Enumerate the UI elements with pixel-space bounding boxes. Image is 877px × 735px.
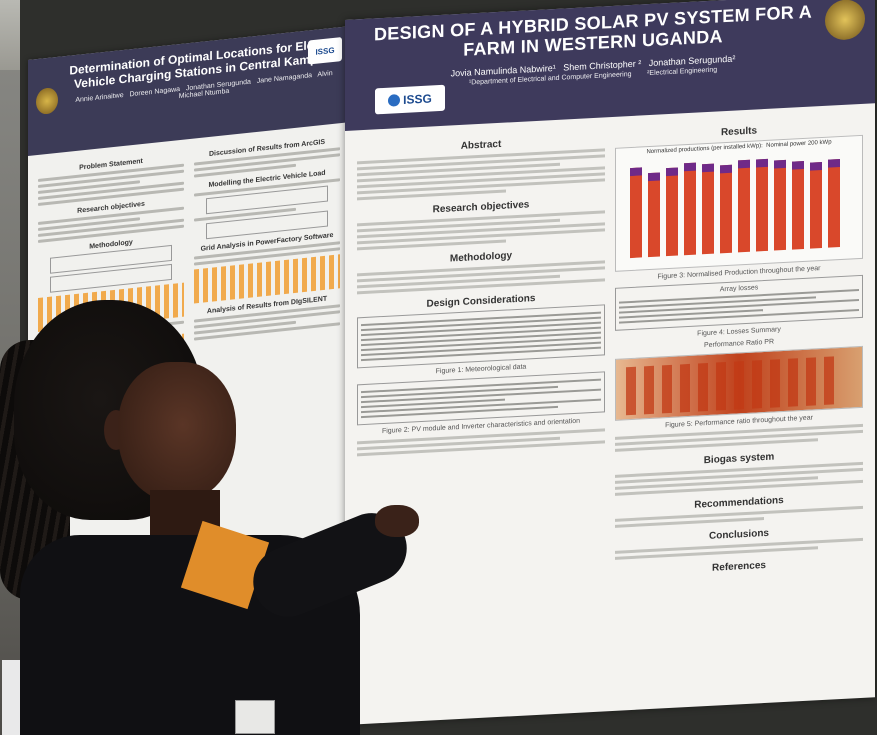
pr-bar bbox=[752, 360, 762, 409]
university-crest-icon bbox=[825, 0, 865, 41]
production-bar bbox=[810, 162, 822, 249]
references-heading: References bbox=[712, 559, 766, 574]
objectives-heading: Research objectives bbox=[432, 199, 530, 216]
production-bar bbox=[738, 159, 750, 253]
ssg-logo: ISSG bbox=[375, 84, 445, 115]
production-bar bbox=[720, 164, 732, 254]
production-bar bbox=[702, 163, 714, 255]
methodology-heading: Methodology bbox=[449, 250, 513, 265]
abstract-heading: Abstract bbox=[460, 138, 502, 152]
production-bar bbox=[828, 159, 840, 248]
conclusions-heading: Conclusions bbox=[708, 527, 769, 542]
array-losses-table: Array losses bbox=[615, 274, 863, 331]
production-bar bbox=[792, 160, 804, 250]
pr-bar bbox=[716, 362, 726, 411]
normalized-production-chart: Normalized productions (per installed kW… bbox=[615, 134, 863, 272]
pr-bar bbox=[680, 363, 690, 413]
main-poster: DESIGN OF A HYBRID SOLAR PV SYSTEM FOR A… bbox=[345, 0, 875, 725]
presenter-hand bbox=[375, 505, 419, 537]
production-bar bbox=[684, 162, 696, 256]
pr-bar bbox=[824, 356, 834, 405]
production-bar bbox=[648, 172, 660, 258]
presenter-face bbox=[118, 362, 236, 502]
pr-bar bbox=[788, 358, 798, 407]
pr-bar bbox=[806, 357, 816, 406]
production-bar bbox=[666, 167, 678, 257]
pr-bar bbox=[698, 362, 708, 412]
pr-bar bbox=[662, 364, 672, 414]
pr-bar bbox=[644, 365, 654, 415]
pr-bar bbox=[770, 359, 780, 408]
name-badge bbox=[235, 700, 275, 734]
production-bar bbox=[630, 167, 642, 259]
production-bar bbox=[774, 159, 786, 251]
left-poster-logo: ISSG bbox=[308, 36, 342, 65]
presenter-person bbox=[0, 300, 420, 735]
recommendations-heading: Recommendations bbox=[694, 495, 784, 511]
pr-bar bbox=[626, 366, 636, 416]
ssg-logo-icon bbox=[388, 94, 401, 107]
performance-ratio-chart bbox=[615, 345, 863, 421]
biogas-heading: Biogas system bbox=[703, 451, 775, 467]
university-crest-icon bbox=[36, 86, 58, 116]
production-bar bbox=[756, 158, 768, 252]
pr-bar bbox=[734, 361, 744, 410]
main-poster-column-2: Results Normalized productions (per inst… bbox=[615, 112, 863, 583]
